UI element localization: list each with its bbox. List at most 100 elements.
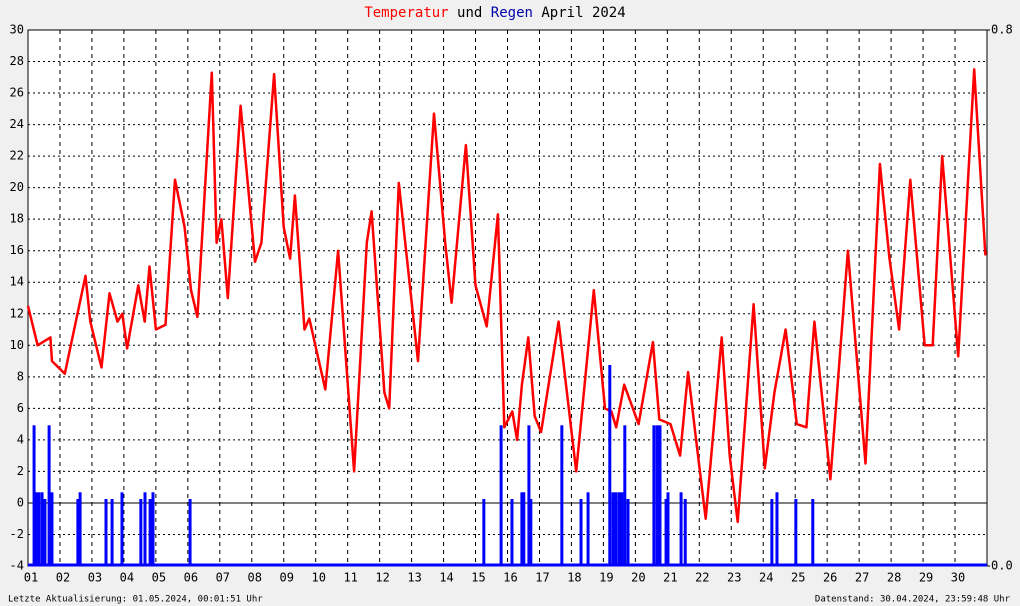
y2-tick-label: 0.8 [991, 23, 1013, 37]
y-tick-label: 0 [17, 495, 24, 509]
chart-title: Temperatur und Regen April 2024 [364, 5, 625, 21]
x-tick-label: 11 [343, 571, 357, 585]
title-month: April 2024 [541, 5, 625, 21]
x-tick-label: 16 [503, 571, 517, 585]
rain-bar [143, 492, 147, 566]
rain-bar [560, 425, 564, 566]
x-tick-label: 15 [471, 571, 485, 585]
y-tick-label: 30 [10, 23, 24, 37]
y-tick-label: 8 [17, 369, 24, 383]
rain-bar [620, 492, 624, 566]
x-tick-label: 10 [311, 571, 325, 585]
x-tick-label: 03 [88, 571, 102, 585]
rain-bar [78, 492, 82, 566]
rain-bar [617, 492, 621, 566]
rain-bar [510, 499, 514, 566]
rain-bar [151, 492, 155, 566]
x-tick-label: 20 [631, 571, 645, 585]
rain-bar [623, 425, 627, 566]
rain-bar [32, 425, 36, 566]
rain-bar [148, 499, 152, 566]
rain-bar [775, 492, 779, 566]
x-tick-label: 02 [56, 571, 70, 585]
rain-bar [770, 499, 774, 566]
y-tick-label: 20 [10, 180, 24, 194]
y-tick-label: 26 [10, 86, 24, 100]
x-tick-label: 12 [375, 571, 389, 585]
rain-bar [40, 492, 44, 566]
rain-bar [611, 492, 615, 566]
rain-bar [683, 499, 687, 566]
rain-bar [110, 499, 114, 566]
rain-bar [529, 499, 533, 566]
y-tick-label: -2 [10, 527, 24, 541]
rain-bar [522, 492, 526, 566]
rain-bar [76, 499, 80, 566]
update-note: Letzte Aktualisierung: 01.05.2024, 00:01… [8, 595, 263, 605]
y-tick-label: 14 [10, 275, 24, 289]
y-tick-label: 28 [10, 54, 24, 68]
x-tick-label: 06 [184, 571, 198, 585]
x-tick-label: 13 [407, 571, 421, 585]
x-tick-label: 01 [24, 571, 38, 585]
title-temp: Temperatur [364, 5, 448, 21]
y-tick-label: 4 [17, 432, 24, 446]
rain-bar [655, 425, 659, 566]
rain-bar [47, 425, 51, 566]
rain-bar [586, 492, 590, 566]
x-tick-label: 09 [280, 571, 294, 585]
y-tick-label: 2 [17, 464, 24, 478]
x-tick-label: 24 [759, 571, 773, 585]
x-tick-label: 18 [567, 571, 581, 585]
y-tick-label: 18 [10, 212, 24, 226]
y-tick-label: 22 [10, 149, 24, 163]
y2-tick-label: 0.0 [991, 559, 1013, 573]
rain-bar [614, 492, 618, 566]
rain-bar [499, 425, 503, 566]
rain-bar [520, 492, 524, 566]
y-tick-label: 12 [10, 306, 24, 320]
rain-bar [139, 499, 143, 566]
data-note: Datenstand: 30.04.2024, 23:59:48 Uhr [815, 595, 1011, 605]
rain-bar [37, 492, 41, 566]
rain-bar [626, 499, 630, 566]
rain-bar [666, 492, 670, 566]
rain-bar [50, 492, 54, 566]
rain-bar [120, 492, 124, 566]
rain-bar [652, 425, 656, 566]
y-tick-label: 24 [10, 117, 24, 131]
x-tick-label: 04 [120, 571, 134, 585]
temperature-line [26, 68, 987, 524]
x-tick-label: 29 [919, 571, 933, 585]
x-tick-label: 21 [663, 571, 677, 585]
x-tick-label: 25 [791, 571, 805, 585]
y-tick-label: -4 [10, 559, 24, 573]
x-tick-label: 28 [887, 571, 901, 585]
x-tick-label: 05 [152, 571, 166, 585]
rain-bar [104, 499, 108, 566]
rain-bar [34, 492, 38, 566]
y-tick-label: 6 [17, 401, 24, 415]
rain-bar [794, 499, 798, 566]
x-tick-label: 08 [248, 571, 262, 585]
x-tick-label: 19 [599, 571, 613, 585]
y-tick-label: 10 [10, 338, 24, 352]
rain-bar [579, 499, 583, 566]
rain-bar [608, 365, 612, 566]
x-tick-label: 23 [727, 571, 741, 585]
rain-bar [811, 499, 815, 566]
x-tick-label: 17 [535, 571, 549, 585]
rain-bar [527, 425, 531, 566]
rain-bar [188, 499, 192, 566]
x-tick-label: 30 [951, 571, 965, 585]
y-tick-label: 16 [10, 243, 24, 257]
x-tick-label: 14 [439, 571, 453, 585]
title-rain: Regen [491, 5, 533, 21]
x-tick-label: 22 [695, 571, 709, 585]
rain-bar [43, 499, 47, 566]
rain-bar [664, 499, 668, 566]
x-tick-label: 26 [823, 571, 837, 585]
title-connector: und [457, 5, 482, 21]
